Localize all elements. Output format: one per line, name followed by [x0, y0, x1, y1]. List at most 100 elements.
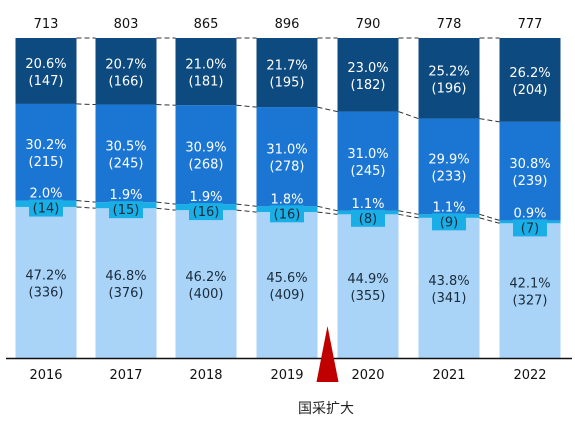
bar-segment-2018-s3 [175, 38, 237, 106]
connector-line [76, 200, 96, 203]
segment-count-label: (239) [513, 174, 548, 189]
bar-segment-2021-s0 [418, 217, 480, 358]
segment-percent-label: 47.2% [25, 268, 66, 283]
segment-count-label: (278) [270, 160, 305, 175]
connector-line [479, 213, 500, 221]
bar-segment-2020-s2 [337, 111, 399, 211]
bar-segment-2020-s0 [337, 214, 399, 358]
segment-count-label: (8) [359, 212, 377, 227]
segment-count-label: (182) [351, 78, 386, 93]
segment-count-box [270, 205, 304, 223]
segment-count-label: (16) [193, 205, 220, 220]
connector-line [479, 217, 500, 224]
segment-percent-label: 46.2% [185, 270, 226, 285]
x-tick-label-2021: 2021 [432, 368, 465, 383]
segment-count-label: (245) [351, 164, 386, 179]
connector-line [398, 111, 419, 120]
segment-count-label: (14) [33, 202, 60, 217]
segment-count-label: (336) [29, 285, 64, 300]
bar-segment-2016-s0 [15, 206, 77, 358]
segment-percent-label: 1.9% [189, 190, 222, 205]
segment-count-label: (147) [29, 74, 64, 89]
total-label-2017: 803 [114, 17, 139, 32]
segment-count-box [513, 219, 547, 237]
segment-count-label: (409) [270, 288, 305, 303]
connector-line [317, 205, 338, 212]
bar-segment-2016-s3 [15, 38, 77, 104]
segment-percent-label: 23.0% [347, 61, 388, 76]
segment-count-box [189, 203, 223, 221]
segment-percent-label: 25.2% [428, 64, 469, 79]
x-tick-label-2022: 2022 [513, 368, 546, 383]
bar-segment-2017-s0 [95, 208, 157, 358]
segment-percent-label: 42.1% [509, 277, 550, 292]
segment-count-label: (16) [274, 207, 301, 222]
x-tick-label-2019: 2019 [270, 368, 303, 383]
connector-line [236, 203, 257, 207]
segment-count-label: (9) [440, 215, 458, 230]
bar-segment-2019-s0 [256, 212, 318, 358]
segment-percent-label: 31.0% [266, 143, 307, 158]
segment-count-label: (204) [513, 83, 548, 98]
connector-line [317, 211, 338, 215]
segment-count-label: (341) [432, 291, 467, 306]
segment-percent-label: 30.2% [25, 138, 66, 153]
segment-percent-label: 26.2% [509, 66, 550, 81]
connector-line [156, 201, 176, 205]
bar-segment-2020-s3 [337, 38, 399, 112]
total-label-2016: 713 [34, 17, 59, 32]
connector-line [156, 207, 176, 211]
connector-line [156, 104, 176, 106]
segment-percent-label: 0.9% [513, 206, 546, 221]
connector-line [236, 209, 257, 213]
segment-count-label: (166) [109, 74, 144, 89]
total-label-2022: 777 [518, 17, 543, 32]
segment-count-label: (7) [521, 221, 539, 236]
x-tick-label-2016: 2016 [29, 368, 62, 383]
x-tick-label-2020: 2020 [351, 368, 384, 383]
total-label-2020: 790 [356, 17, 381, 32]
bar-segment-2016-s2 [15, 103, 77, 201]
segment-percent-label: 20.6% [25, 57, 66, 72]
connector-line [317, 106, 338, 113]
bar-segment-2019-s3 [256, 38, 318, 108]
total-label-2018: 865 [194, 17, 219, 32]
segment-percent-label: 1.8% [270, 192, 303, 207]
bar-segment-2017-s3 [95, 38, 157, 105]
segment-count-label: (15) [113, 203, 140, 218]
segment-count-label: (195) [270, 76, 305, 91]
segment-count-label: (233) [432, 169, 467, 184]
segment-count-box [29, 199, 63, 217]
segment-count-label: (181) [189, 75, 224, 90]
segment-percent-label: 30.5% [105, 139, 146, 154]
segment-count-box [351, 209, 385, 227]
segment-count-box [109, 201, 143, 219]
annotation-marker [316, 326, 339, 382]
x-tick-label-2018: 2018 [189, 368, 222, 383]
segment-percent-label: 1.1% [351, 197, 384, 212]
segment-percent-label: 46.8% [105, 269, 146, 284]
bar-segment-2022-s3 [499, 38, 561, 122]
segment-percent-label: 44.9% [347, 272, 388, 287]
segment-count-label: (327) [513, 294, 548, 309]
annotation-label: 国采扩大 [298, 401, 354, 417]
segment-count-label: (376) [109, 286, 144, 301]
segment-percent-label: 2.0% [29, 187, 62, 202]
connector-line [479, 118, 500, 123]
x-tick-label-2017: 2017 [109, 368, 142, 383]
bar-segment-2018-s0 [175, 210, 237, 358]
segment-percent-label: 31.0% [347, 147, 388, 162]
total-label-2019: 896 [275, 17, 300, 32]
segment-percent-label: 30.9% [185, 141, 226, 156]
segment-percent-label: 45.6% [266, 271, 307, 286]
total-label-2021: 778 [437, 17, 462, 32]
bar-segment-2019-s2 [256, 107, 318, 207]
bar-segment-2021-s2 [418, 118, 480, 215]
segment-count-box [432, 213, 466, 231]
bar-segment-2022-s0 [499, 223, 561, 358]
segment-count-label: (268) [189, 158, 224, 173]
segment-percent-label: 29.9% [428, 152, 469, 167]
bar-segment-2018-s2 [175, 105, 237, 205]
